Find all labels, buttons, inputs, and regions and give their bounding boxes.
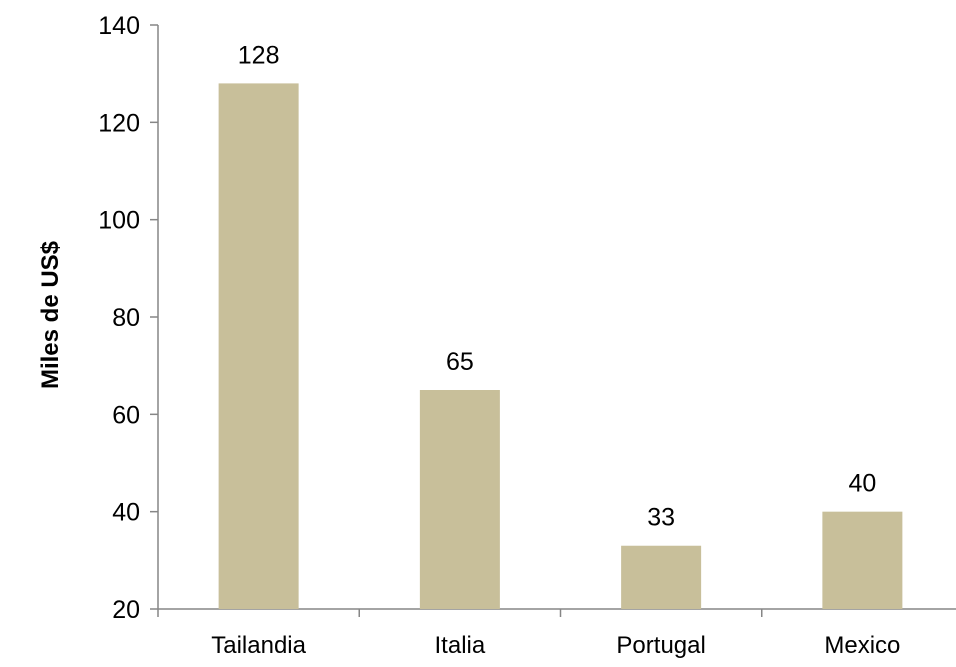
x-tick-label: Tailandia <box>211 632 306 659</box>
y-tick-label: 100 <box>98 207 140 235</box>
y-tick-label: 20 <box>112 596 140 624</box>
bars <box>219 83 903 609</box>
y-axis-label: Miles de US$ <box>37 240 64 389</box>
x-tick-label: Mexico <box>824 632 900 659</box>
bar-italia <box>420 390 500 609</box>
data-label: 128 <box>238 41 280 69</box>
bar-portugal <box>621 546 701 609</box>
x-tick-label: Italia <box>435 632 486 659</box>
y-tick-label: 60 <box>112 401 140 429</box>
bar-mexico <box>822 512 902 609</box>
y-tick-label: 140 <box>98 12 140 40</box>
x-tick-label: Portugal <box>616 632 705 659</box>
y-tick-label: 40 <box>112 499 140 527</box>
data-label: 33 <box>647 504 675 532</box>
bar-tailandia <box>219 83 299 609</box>
y-tick-label: 120 <box>98 109 140 137</box>
y-tick-label: 80 <box>112 304 140 332</box>
data-label: 40 <box>848 470 876 498</box>
data-labels: 128 65 33 40 <box>238 41 877 531</box>
data-label: 65 <box>446 348 474 376</box>
